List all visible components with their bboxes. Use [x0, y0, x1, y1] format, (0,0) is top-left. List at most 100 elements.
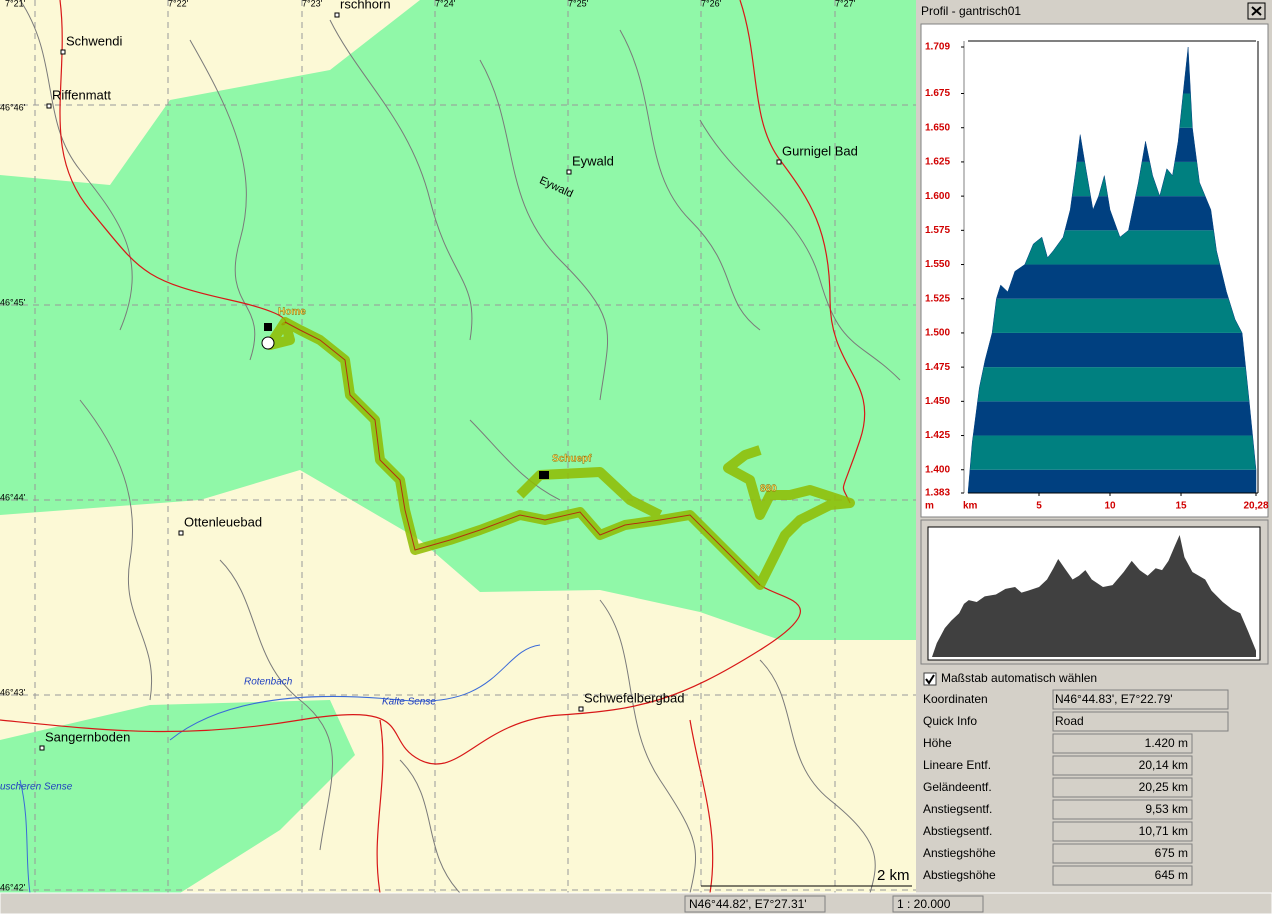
- window-title: Profil - gantrisch01: [921, 4, 1021, 18]
- map-label: rschhorn: [340, 0, 391, 11]
- status-bg: [0, 892, 1272, 914]
- info-label: Geländeentf.: [923, 780, 992, 794]
- place-marker: [776, 159, 782, 165]
- map-label: 7°27': [835, 0, 856, 8]
- status-field: [892, 895, 984, 913]
- info-value: Road: [1055, 714, 1084, 728]
- overview-area: [932, 535, 1256, 657]
- info-field: [1052, 821, 1193, 842]
- band: [968, 435, 1256, 470]
- band: [968, 332, 1256, 368]
- map-label: Home: [278, 307, 306, 318]
- status-bar: N46°44.82', E7°27.31' 1 : 20.000: [0, 892, 1272, 914]
- map-label: Schwendi: [66, 33, 122, 48]
- start-marker: [261, 336, 275, 350]
- map-label: 7°24': [435, 0, 456, 8]
- info-field: [1052, 777, 1193, 798]
- y-tick-label: 1.400: [925, 464, 950, 475]
- info-field: [1052, 689, 1229, 710]
- band: [968, 367, 1256, 402]
- map-label: 46°42': [0, 882, 26, 892]
- info-value: 9,53 km: [1145, 802, 1188, 816]
- info-field: [1052, 711, 1229, 732]
- info-value: 675 m: [1155, 846, 1188, 860]
- map-label: uscheren Sense: [0, 782, 73, 793]
- map-label: Sangernboden: [45, 729, 130, 744]
- y-tick-label: 1.383: [925, 488, 950, 499]
- map-label: 46°44': [0, 492, 26, 502]
- x-axis-label: km: [963, 501, 978, 512]
- x-tick-label: 5: [1036, 501, 1042, 512]
- map-label: 7°25': [568, 0, 589, 8]
- y-tick-label: 1.450: [925, 396, 950, 407]
- map-label: Gurnigel Bad: [782, 143, 858, 158]
- band: [968, 401, 1256, 436]
- checkmark: [925, 674, 935, 685]
- y-axis-label: m: [925, 501, 934, 512]
- map-label: Riffenmatt: [52, 87, 111, 102]
- place-marker: [178, 530, 184, 536]
- status-scale: 1 : 20.000: [897, 897, 951, 911]
- map-label: Schuepf: [552, 454, 592, 465]
- map-label: Kalte Sense: [382, 697, 436, 708]
- map-label: 7°23': [302, 0, 323, 8]
- waypoint-icon: [539, 471, 549, 479]
- place-marker: [578, 706, 584, 712]
- info-field: [1052, 733, 1193, 754]
- map-label: Ottenleuebad: [184, 514, 262, 529]
- streams: [19, 0, 901, 894]
- map-label: 2 km: [877, 867, 910, 884]
- info-value: 20,25 km: [1139, 780, 1188, 794]
- info-label: Quick Info: [923, 714, 977, 728]
- y-tick-label: 1.500: [925, 328, 950, 339]
- y-tick-label: 1.709: [925, 42, 950, 53]
- y-tick-label: 1.575: [925, 225, 950, 236]
- info-label: Abstiegsentf.: [923, 824, 992, 838]
- y-tick-label: 1.625: [925, 157, 950, 168]
- info-field: [1052, 755, 1193, 776]
- y-tick-label: 1.650: [925, 122, 950, 133]
- x-tick-label: 20,28: [1243, 501, 1268, 512]
- info-label: Höhe: [923, 736, 952, 750]
- info-value: 645 m: [1155, 868, 1188, 882]
- status-field: [684, 895, 826, 913]
- info-label: Lineare Entf.: [923, 758, 991, 772]
- info-value: 10,71 km: [1139, 824, 1188, 838]
- map: [0, 0, 916, 894]
- x-tick-label: 10: [1104, 501, 1116, 512]
- map-label: 46°46': [0, 102, 26, 112]
- place-marker: [334, 12, 340, 18]
- map-label: 46°43': [0, 687, 26, 697]
- checkbox-label[interactable]: Maßstab automatisch wählen: [941, 671, 1097, 685]
- info-label: Abstiegshöhe: [923, 868, 996, 882]
- band: [968, 298, 1256, 333]
- map-label: 7°26': [701, 0, 722, 8]
- place-marker: [60, 49, 66, 55]
- info-label: Anstiegsentf.: [923, 802, 992, 816]
- map-label: Eywald: [572, 153, 614, 168]
- place-marker: [46, 103, 52, 109]
- close-icon: [1251, 6, 1262, 16]
- y-tick-label: 1.525: [925, 293, 950, 304]
- x-tick-label: 15: [1175, 501, 1187, 512]
- roads: [0, 0, 866, 894]
- map-label: Schwefelbergbad: [584, 690, 684, 705]
- y-tick-label: 1.600: [925, 191, 950, 202]
- map-label: 46°45': [0, 297, 26, 307]
- info-field: [1052, 865, 1193, 886]
- info-field: [1052, 799, 1193, 820]
- band: [968, 469, 1256, 493]
- y-tick-label: 1.475: [925, 362, 950, 373]
- status-coords: N46°44.82', E7°27.31': [689, 897, 807, 911]
- y-tick-label: 1.425: [925, 430, 950, 441]
- info-value: 1.420 m: [1145, 736, 1188, 750]
- info-field: [1052, 843, 1193, 864]
- map-label: 880: [760, 484, 777, 495]
- place-marker: [39, 745, 45, 751]
- track-center: [284, 321, 761, 586]
- profile-area: [967, 46, 1257, 494]
- y-tick-label: 1.675: [925, 88, 950, 99]
- info-label: Anstiegshöhe: [923, 846, 996, 860]
- info-value: 20,14 km: [1139, 758, 1188, 772]
